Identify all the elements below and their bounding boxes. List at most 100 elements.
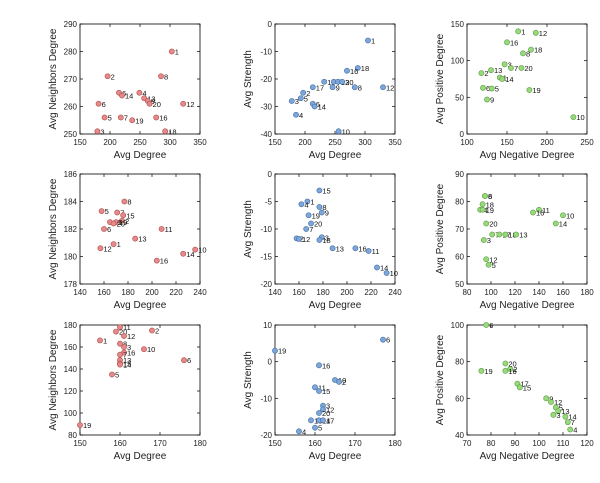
point-label: 12 [386, 83, 394, 92]
data-point [478, 70, 485, 77]
x-axis-label: Avg Degree [309, 451, 362, 462]
point-label: 14 [318, 103, 326, 112]
point-label: 13 [519, 231, 527, 240]
data-point [308, 220, 314, 227]
y-tick-label: 0 [268, 358, 273, 367]
point-label: 11 [165, 225, 173, 234]
point-label: 6 [107, 225, 111, 234]
data-point [132, 235, 139, 242]
x-tick-label: 120 [508, 288, 522, 297]
data-point [380, 336, 386, 343]
scatter-panel: 150 200 250 300 350 -40 -30 -20 -10 0 Avg Degree Av… [243, 20, 402, 161]
point-label: 7 [124, 114, 128, 123]
data-point [181, 357, 187, 364]
point-label: 17 [326, 416, 334, 425]
point-label: 18 [534, 46, 542, 55]
data-point [305, 212, 312, 219]
x-tick-label: 110 [557, 439, 570, 448]
x-tick-label: 200 [103, 138, 117, 147]
point-label: 14 [322, 416, 330, 425]
point-label: 16 [127, 349, 135, 358]
y-tick-label: 60 [455, 253, 464, 262]
data-point [121, 333, 127, 339]
x-tick-label: 180 [388, 439, 402, 448]
scatter-panel: 70 80 90 100 110 120 40 60 80 100 Avg Negative Deg… [435, 321, 594, 462]
data-point [336, 378, 342, 385]
y-tick-label: 60 [455, 394, 464, 403]
point-label: 20 [117, 220, 125, 229]
axes-box [466, 173, 588, 285]
axes-box [274, 324, 396, 436]
y-tick-label: 0 [268, 20, 273, 29]
x-tick-label: 150 [268, 439, 282, 448]
point-label: 6 [316, 100, 320, 109]
data-point [532, 29, 539, 36]
scatter-panel: 140 160 180 200 220 240 -20 -15 -10 -5 0 Avg Degree… [243, 170, 402, 311]
point-label: 2 [155, 327, 159, 336]
y-tick-label: 182 [64, 225, 78, 234]
data-point [482, 193, 488, 199]
point-label: 9 [549, 394, 553, 403]
data-point [94, 128, 101, 135]
y-tick-label: 40 [455, 431, 464, 440]
point-label: 6 [489, 321, 493, 330]
point-label: 12 [554, 398, 562, 407]
data-point [312, 384, 318, 391]
data-point [95, 100, 102, 107]
y-tick-label: -20 [260, 280, 272, 289]
x-axis-label: Avg Negative Degree [480, 451, 575, 462]
data-point [311, 103, 318, 110]
point-label: 14 [568, 413, 576, 422]
axes-box [79, 173, 201, 285]
data-point [479, 201, 486, 208]
point-label: 12 [103, 244, 111, 253]
data-point [308, 417, 314, 424]
point-label: 15 [322, 387, 330, 396]
data-point [562, 413, 569, 420]
data-point [117, 324, 123, 331]
point-label: 6 [122, 89, 126, 98]
data-point [117, 351, 123, 358]
point-label: 5 [105, 207, 109, 216]
point-label: 3 [326, 402, 330, 411]
point-label: 15 [123, 360, 131, 369]
data-point [502, 231, 509, 238]
x-axis-label: Avg Negative Degree [480, 300, 575, 311]
point-label: 9 [336, 83, 340, 92]
point-label: 1 [371, 37, 375, 46]
x-tick-label: 170 [153, 439, 167, 448]
point-label: 1 [521, 27, 525, 36]
point-label: 12 [302, 235, 310, 244]
y-tick-label: -15 [260, 253, 272, 262]
data-point [316, 237, 323, 243]
data-point [515, 28, 522, 35]
point-label: 11 [318, 383, 326, 392]
point-label: 4 [142, 89, 146, 98]
x-tick-label: 350 [388, 138, 402, 147]
point-label: 18 [486, 200, 494, 209]
point-label: 10 [198, 246, 206, 255]
point-label: 19 [532, 86, 540, 95]
point-label: 5 [304, 94, 308, 103]
point-label: 12 [489, 255, 497, 264]
point-label: 3 [100, 127, 104, 136]
point-label: 13 [494, 66, 502, 75]
data-point [478, 367, 485, 374]
point-label: 16 [536, 209, 544, 218]
y-tick-label: -10 [260, 48, 272, 57]
x-tick-label: 220 [364, 288, 378, 297]
y-tick-label: 50 [455, 93, 464, 102]
point-label: 5 [492, 261, 496, 270]
data-point [516, 384, 523, 391]
data-point [513, 231, 520, 238]
point-label: 20 [508, 360, 516, 369]
y-axis-label: Avg Positive Degree [435, 183, 446, 274]
x-tick-label: 250 [133, 138, 147, 147]
point-label: 15 [126, 211, 134, 220]
point-label: 16 [358, 244, 366, 253]
point-label: 20 [153, 100, 161, 109]
data-point [488, 85, 495, 92]
point-label: 9 [325, 209, 329, 218]
point-label: 12 [127, 332, 135, 341]
point-label: 3 [487, 236, 491, 245]
